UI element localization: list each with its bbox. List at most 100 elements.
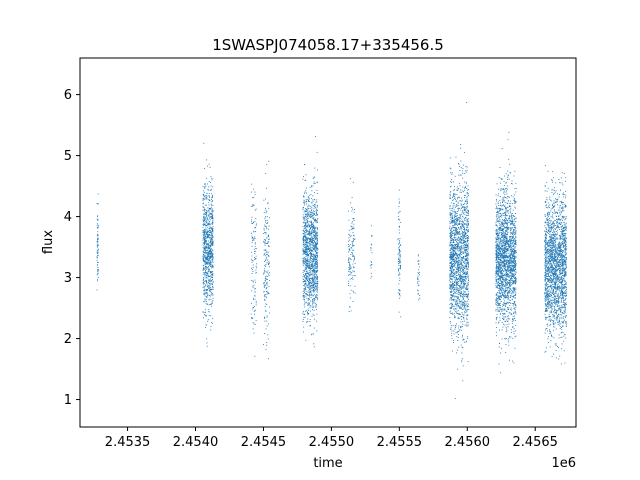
data-point <box>450 259 452 260</box>
data-point <box>203 220 205 222</box>
data-point <box>205 266 206 267</box>
data-point <box>461 223 463 225</box>
data-point <box>449 261 451 263</box>
data-point <box>317 218 319 220</box>
data-point <box>505 259 507 261</box>
data-point <box>315 276 317 278</box>
data-point <box>209 290 211 292</box>
data-point <box>309 264 311 265</box>
data-point <box>205 220 207 222</box>
data-point <box>303 228 305 230</box>
data-point <box>464 284 466 286</box>
data-point <box>204 262 206 264</box>
data-point <box>251 260 253 262</box>
data-point <box>254 259 256 260</box>
data-point <box>449 215 451 217</box>
data-point <box>211 288 213 290</box>
data-point <box>250 205 252 207</box>
data-point <box>307 281 309 283</box>
data-point <box>462 251 464 253</box>
data-point <box>456 219 458 221</box>
data-point <box>453 259 454 261</box>
data-point <box>498 322 499 324</box>
data-point <box>307 222 309 224</box>
data-point <box>513 260 515 262</box>
data-point <box>310 281 311 283</box>
data-point <box>316 221 317 223</box>
data-point <box>452 215 454 217</box>
data-point <box>418 254 419 256</box>
data-point <box>302 271 304 273</box>
data-point <box>503 236 505 238</box>
data-point <box>466 229 467 231</box>
data-point <box>306 209 308 211</box>
data-point <box>251 223 253 224</box>
data-point <box>463 219 465 221</box>
data-point <box>503 300 505 302</box>
data-point <box>210 234 212 236</box>
data-point <box>266 262 268 264</box>
data-point <box>468 189 470 191</box>
data-point <box>208 211 210 213</box>
data-point <box>449 288 451 290</box>
data-point <box>211 232 212 234</box>
data-point <box>450 235 452 237</box>
data-point <box>312 290 314 292</box>
data-point <box>205 258 206 259</box>
data-point <box>205 214 207 216</box>
data-point <box>316 214 318 216</box>
data-point <box>263 229 265 231</box>
data-point <box>459 234 461 236</box>
data-point <box>449 223 451 225</box>
data-point <box>462 365 464 367</box>
data-point <box>306 248 308 250</box>
data-point <box>501 347 502 349</box>
data-point <box>458 207 460 209</box>
data-point <box>204 289 206 291</box>
data-point <box>211 254 213 256</box>
data-point <box>312 228 314 229</box>
data-point <box>204 241 205 243</box>
data-point <box>315 210 317 212</box>
data-point <box>456 241 457 243</box>
data-point <box>463 258 465 260</box>
data-point <box>467 217 469 219</box>
data-point <box>461 312 463 313</box>
data-point <box>208 262 210 263</box>
data-point <box>316 240 318 242</box>
data-point <box>305 222 307 224</box>
data-point <box>349 245 351 247</box>
data-point <box>458 273 459 275</box>
data-point <box>467 256 469 258</box>
data-point <box>307 262 309 264</box>
data-point <box>205 233 207 235</box>
data-point <box>206 231 208 232</box>
data-point <box>468 211 469 213</box>
data-point <box>513 315 515 317</box>
data-point <box>466 258 468 260</box>
data-point <box>305 293 307 295</box>
data-point <box>515 293 516 295</box>
data-point <box>302 216 304 218</box>
data-point <box>458 314 460 315</box>
data-point <box>252 306 254 308</box>
data-point <box>459 306 460 308</box>
data-point <box>307 255 309 257</box>
data-point <box>209 189 211 191</box>
data-point <box>308 224 310 226</box>
data-point <box>212 287 214 289</box>
data-point <box>418 299 420 301</box>
data-point <box>317 229 319 231</box>
data-point <box>501 228 503 230</box>
data-point <box>348 266 350 268</box>
data-point <box>305 261 307 262</box>
data-point <box>462 275 464 277</box>
data-point <box>251 317 252 319</box>
data-point <box>312 270 313 272</box>
data-point <box>510 258 511 260</box>
data-point <box>314 205 316 207</box>
data-point <box>453 258 455 260</box>
data-point <box>461 280 463 282</box>
data-point <box>307 312 309 314</box>
data-point <box>267 259 268 261</box>
